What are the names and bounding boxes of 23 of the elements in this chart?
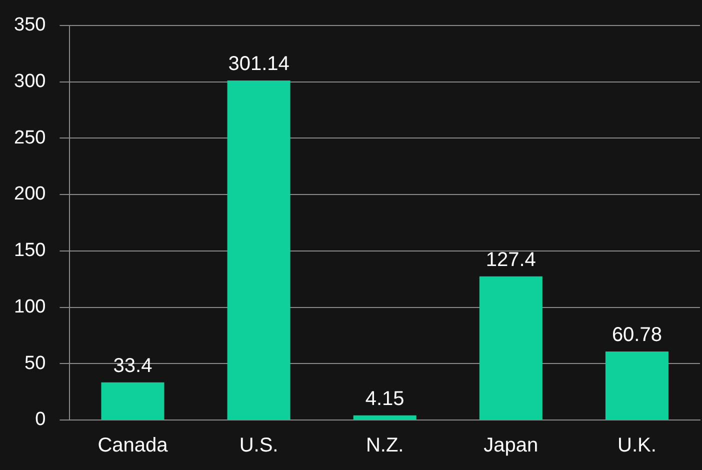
data-label: 33.4 bbox=[113, 354, 152, 377]
bar bbox=[101, 382, 164, 420]
data-label: 60.78 bbox=[612, 324, 662, 346]
x-tick-label: U.S. bbox=[239, 434, 278, 457]
data-label: 4.15 bbox=[365, 388, 404, 410]
y-tick-label: 200 bbox=[14, 184, 46, 205]
x-tick-label: N.Z. bbox=[366, 434, 404, 457]
x-tick-label: Canada bbox=[98, 434, 169, 457]
data-label: 127.4 bbox=[486, 248, 536, 271]
y-tick-label: 300 bbox=[14, 71, 46, 92]
bar bbox=[353, 415, 416, 420]
x-tick-label: U.K. bbox=[618, 434, 656, 457]
bar bbox=[479, 276, 542, 420]
y-tick-label: 250 bbox=[14, 127, 46, 148]
y-tick-label: 50 bbox=[24, 352, 46, 374]
bar bbox=[605, 351, 668, 420]
data-label: 301.14 bbox=[228, 53, 290, 75]
bar bbox=[227, 80, 290, 420]
y-tick-label: 150 bbox=[14, 240, 46, 262]
y-tick-label: 100 bbox=[14, 296, 46, 318]
x-tick-label: Japan bbox=[484, 434, 538, 457]
y-tick-label: 0 bbox=[35, 409, 46, 430]
y-tick-label: 350 bbox=[14, 14, 46, 36]
